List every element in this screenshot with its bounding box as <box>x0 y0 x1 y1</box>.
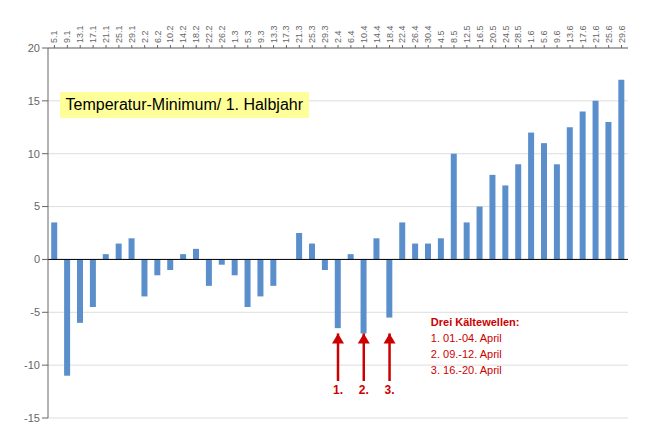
svg-text:18.4: 18.4 <box>385 25 395 43</box>
svg-text:20.5: 20.5 <box>488 25 498 43</box>
svg-text:12.5: 12.5 <box>462 25 472 43</box>
svg-text:9.6: 9.6 <box>552 30 562 43</box>
svg-text:9.3: 9.3 <box>256 30 266 43</box>
svg-text:17.6: 17.6 <box>578 25 588 43</box>
svg-text:6.2: 6.2 <box>153 30 163 43</box>
svg-text:13.1: 13.1 <box>75 25 85 43</box>
svg-text:24.5: 24.5 <box>501 25 511 43</box>
svg-text:3.: 3. <box>385 383 395 397</box>
svg-text:2.4: 2.4 <box>333 30 343 43</box>
svg-text:17.3: 17.3 <box>281 25 291 43</box>
svg-text:8.5: 8.5 <box>449 30 459 43</box>
svg-text:1.: 1. <box>333 383 343 397</box>
svg-text:22.2: 22.2 <box>204 25 214 43</box>
svg-text:2.: 2. <box>359 383 369 397</box>
html-text:2. 09.-12. April: 2. 09.-12. April <box>430 348 502 361</box>
svg-text:-10: -10 <box>24 359 40 371</box>
svg-text:20: 20 <box>28 42 40 54</box>
svg-text:0: 0 <box>34 253 40 265</box>
svg-text:18.2: 18.2 <box>191 25 201 43</box>
svg-text:14.4: 14.4 <box>372 25 382 43</box>
html-text:1. 01.-04. April: 1. 01.-04. April <box>430 332 502 345</box>
svg-text:21.3: 21.3 <box>294 25 304 43</box>
svg-text:-5: -5 <box>30 306 40 318</box>
html-text:Temperatur-Minimum/ 1. Halbjah: Temperatur-Minimum/ 1. Halbjahr <box>65 96 303 114</box>
svg-text:13.3: 13.3 <box>269 25 279 43</box>
svg-text:21.6: 21.6 <box>591 25 601 43</box>
svg-text:22.4: 22.4 <box>397 25 407 43</box>
svg-text:29.1: 29.1 <box>127 25 137 43</box>
svg-text:26.4: 26.4 <box>410 25 420 43</box>
svg-text:5.6: 5.6 <box>539 30 549 43</box>
svg-text:29.6: 29.6 <box>617 25 627 43</box>
svg-text:26.2: 26.2 <box>217 25 227 43</box>
svg-text:1.6: 1.6 <box>526 30 536 43</box>
html-text:Drei Kältewellen:: Drei Kältewellen: <box>430 316 520 329</box>
svg-text:29.3: 29.3 <box>320 25 330 43</box>
svg-text:25.6: 25.6 <box>604 25 614 43</box>
svg-text:25.1: 25.1 <box>114 25 124 43</box>
svg-text:15: 15 <box>28 95 40 107</box>
svg-text:28.5: 28.5 <box>513 25 523 43</box>
svg-text:2.2: 2.2 <box>140 30 150 43</box>
svg-text:4.5: 4.5 <box>436 30 446 43</box>
svg-text:17.1: 17.1 <box>88 25 98 43</box>
svg-text:5.1: 5.1 <box>49 30 59 43</box>
svg-text:10.4: 10.4 <box>359 25 369 43</box>
svg-text:16.5: 16.5 <box>475 25 485 43</box>
svg-text:1.3: 1.3 <box>230 30 240 43</box>
svg-text:30.4: 30.4 <box>423 25 433 43</box>
svg-text:10.2: 10.2 <box>165 25 175 43</box>
svg-text:10: 10 <box>28 148 40 160</box>
html-text:3. 16.-20. April: 3. 16.-20. April <box>430 364 502 377</box>
svg-text:14.2: 14.2 <box>178 25 188 43</box>
svg-text:25.3: 25.3 <box>307 25 317 43</box>
svg-text:5: 5 <box>34 200 40 212</box>
svg-text:21.1: 21.1 <box>101 25 111 43</box>
svg-text:9.1: 9.1 <box>62 30 72 43</box>
svg-text:-15: -15 <box>24 412 40 424</box>
svg-text:13.6: 13.6 <box>565 25 575 43</box>
svg-text:5.3: 5.3 <box>243 30 253 43</box>
svg-text:6.4: 6.4 <box>346 30 356 43</box>
